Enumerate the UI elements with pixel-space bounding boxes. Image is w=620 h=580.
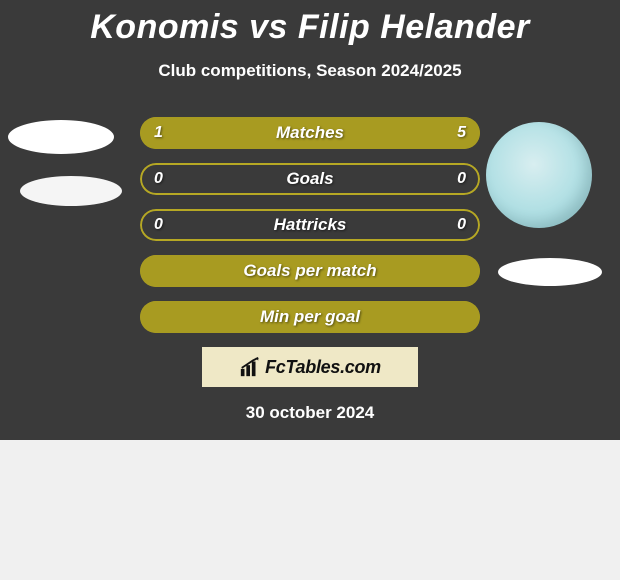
brand-text: FcTables.com [265, 357, 381, 378]
date-text: 30 october 2024 [0, 403, 620, 423]
stat-row: 0 0 Goals [140, 163, 480, 195]
stat-label: Hattricks [274, 215, 347, 235]
player-right-shadow-ellipse [498, 258, 602, 286]
stat-value-left: 0 [154, 170, 163, 188]
stat-row: 1 5 Matches [140, 117, 480, 149]
stat-value-right: 0 [457, 216, 466, 234]
brand-link[interactable]: FcTables.com [202, 347, 418, 387]
stat-value-right: 5 [457, 124, 466, 142]
stat-label: Goals per match [243, 261, 376, 281]
comparison-card: Konomis vs Filip Helander Club competiti… [0, 0, 620, 440]
stat-value-left: 0 [154, 216, 163, 234]
player-right-avatar [486, 122, 592, 228]
page-title: Konomis vs Filip Helander [0, 0, 620, 47]
bar-chart-icon [239, 356, 261, 378]
stat-label: Goals [286, 169, 333, 189]
stat-value-right: 0 [457, 170, 466, 188]
stat-value-left: 1 [154, 124, 163, 142]
stat-fill-left [140, 117, 198, 149]
stat-row: 0 0 Hattricks [140, 209, 480, 241]
stat-row: Goals per match [140, 255, 480, 287]
stat-label: Min per goal [260, 307, 360, 327]
subtitle: Club competitions, Season 2024/2025 [0, 61, 620, 81]
player-left-avatar-placeholder [8, 120, 114, 154]
stat-row: Min per goal [140, 301, 480, 333]
stat-label: Matches [276, 123, 344, 143]
player-left-shadow-ellipse [20, 176, 122, 206]
